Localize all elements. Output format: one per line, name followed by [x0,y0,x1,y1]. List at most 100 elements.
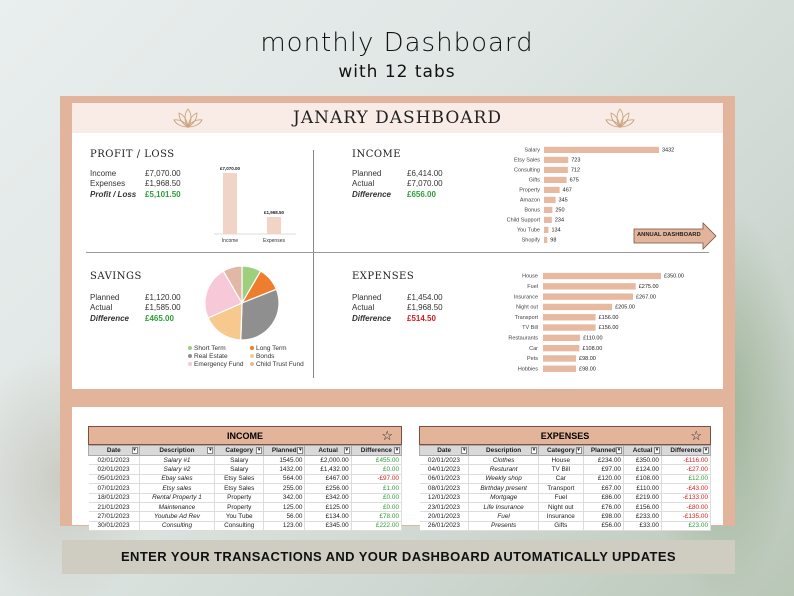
table-cell[interactable]: Presents [468,521,539,532]
table-cell[interactable]: 08/01/2023 [419,483,470,494]
table-row[interactable]: 21/01/2023 Maintenance Property 125.00 £125.… [88,502,403,513]
filter-dropdown-icon[interactable]: ▾ [343,447,350,454]
table-cell[interactable]: 04/01/2023 [419,464,470,475]
table-cell[interactable]: £98.00 [583,511,624,522]
filter-dropdown-icon[interactable]: ▾ [653,447,660,454]
table-cell[interactable]: -£116.00 [661,455,712,466]
table-row[interactable]: 26/01/2023 Presents Gifts £56.00 £33.00 £23.0… [419,521,712,532]
table-cell[interactable]: Etsy Sales [214,474,265,485]
star-icon[interactable]: ☆ [381,428,393,443]
table-cell[interactable]: 06/01/2023 [419,474,470,485]
table-cell[interactable]: £455.00 [351,455,403,466]
column-header[interactable]: Description ▾ [468,445,539,456]
table-cell[interactable]: £1.00 [351,483,403,494]
table-cell[interactable]: Salary #2 [139,464,216,475]
table-cell[interactable]: £67.00 [583,483,624,494]
table-cell[interactable]: 21/01/2023 [88,502,140,513]
table-cell[interactable]: 1545.00 [263,455,306,466]
table-row[interactable]: 02/01/2023 Salary #2 Salary 1432.00 £1,432.0… [88,464,403,475]
filter-dropdown-icon[interactable]: ▾ [256,447,263,454]
table-cell[interactable]: £110.00 [623,483,662,494]
table-cell[interactable]: £256.00 [304,483,352,494]
table-cell[interactable]: 123.00 [263,521,306,532]
table-row[interactable]: 04/01/2023 Resturant TV Bill £97.00 £124.00-… [419,464,712,475]
table-cell[interactable]: £76.00 [583,502,624,513]
filter-dropdown-icon[interactable]: ▾ [461,447,468,454]
table-cell[interactable]: £23.00 [661,521,712,532]
table-cell[interactable]: £1,432.00 [304,464,352,475]
column-header[interactable]: Difference ▾ [660,445,712,456]
table-cell[interactable]: £125.00 [304,502,352,513]
table-row[interactable]: 07/01/2023 Etsy sales Etsy Sales 255.00 £256… [88,483,403,494]
table-cell[interactable]: 30/01/2023 [88,521,140,532]
table-cell[interactable]: Fuel [468,511,539,522]
table-cell[interactable]: 26/01/2023 [419,521,470,532]
table-cell[interactable]: -£27.00 [661,464,712,475]
table-cell[interactable]: £0.00 [351,493,403,503]
table-cell[interactable]: £12.00 [661,474,712,485]
table-cell[interactable]: 342.00 [263,493,306,503]
column-header[interactable]: Actual ▾ [304,445,352,456]
column-header[interactable]: Planned ▾ [263,445,306,456]
table-cell[interactable]: £467.00 [304,474,352,485]
table-cell[interactable]: Salary [214,455,265,466]
table-cell[interactable]: Salary #1 [139,455,216,466]
star-icon[interactable]: ☆ [690,428,702,443]
table-cell[interactable]: £219.00 [623,493,662,503]
table-row[interactable]: 20/01/2023 Fuel Insurance £98.00 £233.00 -£13… [419,511,712,522]
table-cell[interactable]: Etsy sales [139,483,216,494]
table-cell[interactable]: Consulting [214,521,265,532]
table-cell[interactable]: House [538,455,584,466]
filter-dropdown-icon[interactable]: ▾ [703,447,709,454]
table-cell[interactable]: -£80.00 [661,502,712,513]
table-cell[interactable]: Fuel [538,493,584,503]
filter-dropdown-icon[interactable]: ▾ [394,447,400,454]
table-cell[interactable]: Etsy Sales [214,483,265,494]
table-cell[interactable]: £2,000.00 [304,455,352,466]
table-cell[interactable]: 1432.00 [263,464,306,475]
table-cell[interactable]: -£133.00 [661,493,712,503]
filter-dropdown-icon[interactable]: ▾ [131,447,138,454]
table-cell[interactable]: Birthday present [468,483,539,494]
table-cell[interactable]: Youtube Ad Rev [139,511,216,522]
table-row[interactable]: 12/01/2023 Mortgage Fuel £86.00 £219.00 -£133… [419,493,712,503]
table-cell[interactable]: Car [538,474,584,485]
table-cell[interactable]: -£97.00 [351,474,403,485]
table-row[interactable]: 08/01/2023 Birthday present Transport £67.0… [419,483,712,494]
table-cell[interactable]: Life Insurance [468,502,539,513]
filter-dropdown-icon[interactable]: ▾ [575,447,582,454]
filter-dropdown-icon[interactable]: ▾ [207,447,214,454]
table-cell[interactable]: £134.00 [304,511,352,522]
table-cell[interactable]: £124.00 [623,464,662,475]
table-cell[interactable]: £0.00 [351,502,403,513]
table-cell[interactable]: Mortgage [468,493,539,503]
table-cell[interactable]: £78.00 [351,511,403,522]
table-cell[interactable]: £33.00 [623,521,662,532]
table-row[interactable]: 27/01/2023 Youtube Ad Rev You Tube 56.00 £13… [88,511,403,522]
table-cell[interactable]: Salary [214,464,265,475]
column-header[interactable]: Date ▾ [88,445,140,456]
table-cell[interactable]: £350.00 [623,455,662,466]
table-cell[interactable]: Ebay sales [139,474,216,485]
table-cell[interactable]: £345.00 [304,521,352,532]
table-cell[interactable]: Clothes [468,455,539,466]
table-cell[interactable]: -£43.00 [661,483,712,494]
table-cell[interactable]: £120.00 [583,474,624,485]
table-cell[interactable]: Insurance [538,511,584,522]
filter-dropdown-icon[interactable]: ▾ [297,447,304,454]
table-cell[interactable]: 27/01/2023 [88,511,140,522]
table-cell[interactable]: Resturant [468,464,539,475]
table-cell[interactable]: Maintenance [139,502,216,513]
table-cell[interactable]: 20/01/2023 [419,511,470,522]
table-cell[interactable]: 02/01/2023 [88,455,140,466]
table-cell[interactable]: Transport [538,483,584,494]
column-header[interactable]: Planned ▾ [582,445,624,456]
table-row[interactable]: 06/01/2023 Weekly shop Car £120.00 £108.00 £1… [419,474,712,485]
annual-dashboard-button[interactable]: ANNUAL DASHBOARD [633,222,717,250]
table-cell[interactable]: You Tube [214,511,265,522]
table-cell[interactable]: £97.00 [583,464,624,475]
table-cell[interactable]: £0.00 [351,464,403,475]
column-header[interactable]: Category ▾ [537,445,584,456]
table-cell[interactable]: Property [214,502,265,513]
table-cell[interactable]: 255.00 [263,483,306,494]
